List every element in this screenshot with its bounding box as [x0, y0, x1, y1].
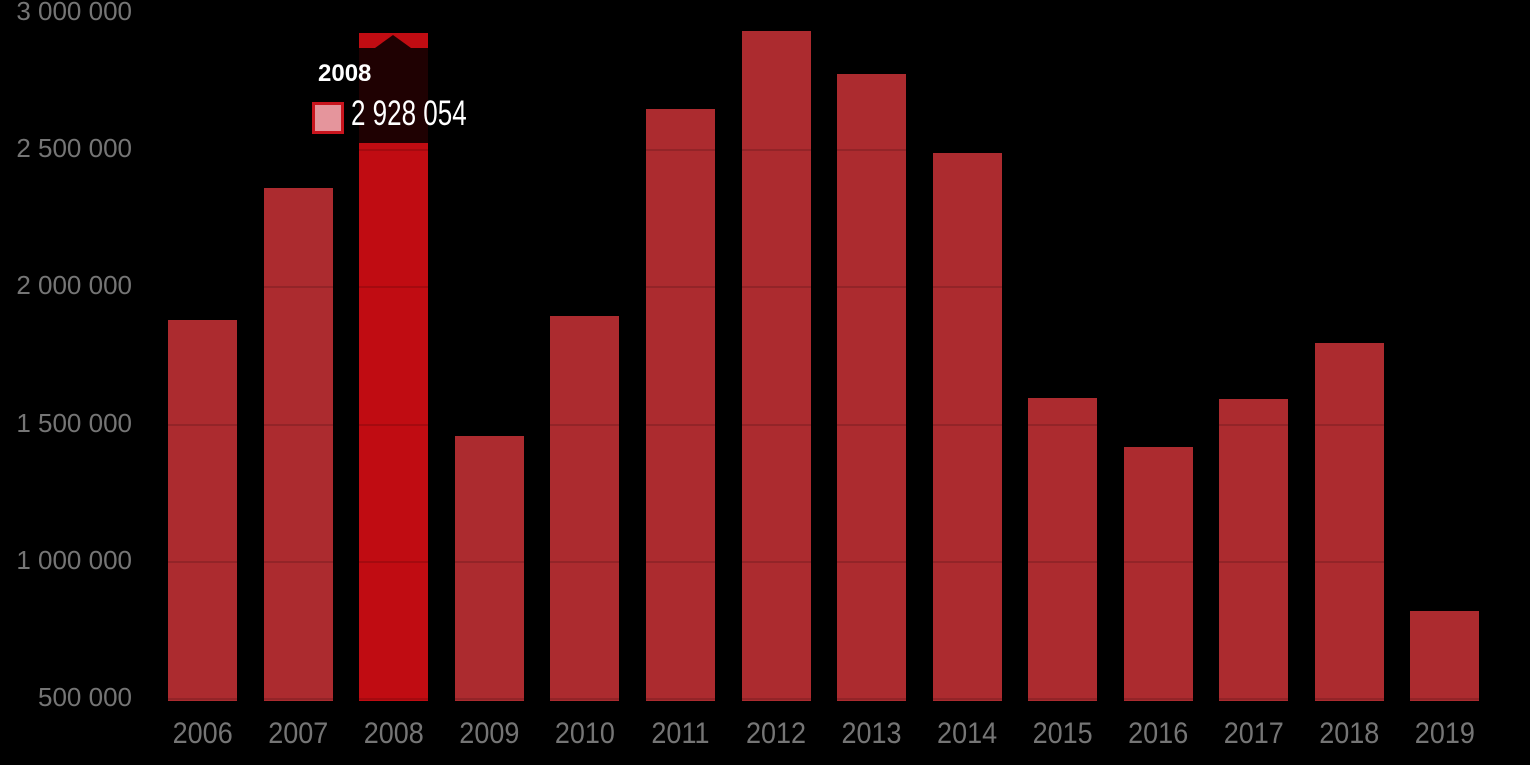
tooltip-arrow-icon	[375, 35, 411, 48]
gridline	[140, 149, 1530, 152]
x-axis-label: 2019	[1414, 716, 1475, 750]
tooltip: 2008 2 928 054	[306, 35, 480, 143]
y-axis-label: 3 000 000	[16, 0, 132, 26]
y-axis-label: 2 500 000	[16, 133, 132, 164]
y-axis-label: 1 500 000	[16, 407, 132, 438]
x-axis-label: 2013	[841, 716, 902, 750]
bar-2012[interactable]	[741, 30, 811, 701]
tooltip-title: 2008	[318, 60, 372, 87]
bar-2013[interactable]	[837, 73, 907, 701]
x-axis-label: 2011	[651, 716, 710, 750]
x-axis-label: 2014	[937, 716, 998, 750]
bar-2011[interactable]	[645, 109, 715, 701]
gridline	[140, 286, 1530, 289]
x-axis-label: 2012	[745, 716, 807, 750]
x-axis-label: 2008	[363, 716, 424, 750]
x-axis-label: 2009	[459, 716, 520, 750]
bar-2006[interactable]	[168, 320, 238, 701]
gridline	[140, 698, 1530, 700]
bar-2015[interactable]	[1028, 397, 1098, 701]
gridline	[140, 560, 1530, 563]
bar-2007[interactable]	[263, 187, 333, 701]
x-axis-label: 2015	[1032, 716, 1093, 750]
bar-2017[interactable]	[1219, 399, 1289, 701]
bar-2010[interactable]	[550, 315, 620, 701]
x-axis-label: 2007	[268, 716, 329, 750]
bar-2016[interactable]	[1123, 447, 1193, 701]
y-axis-label: 500 000	[38, 682, 132, 712]
x-axis-label: 2017	[1223, 716, 1284, 750]
tooltip-value: 2 928 054	[351, 92, 467, 134]
bar-2009[interactable]	[454, 435, 524, 701]
gridline	[140, 423, 1530, 426]
x-axis-label: 2018	[1319, 716, 1380, 750]
x-axis-label: 2016	[1128, 716, 1189, 750]
bar-2008[interactable]	[359, 32, 429, 701]
x-axis-label: 2010	[554, 716, 615, 750]
y-axis-label: 1 000 000	[16, 544, 132, 575]
x-axis-label: 2006	[172, 716, 233, 750]
gridline	[140, 12, 1530, 14]
bar-2018[interactable]	[1314, 343, 1384, 701]
bar-2019[interactable]	[1410, 610, 1480, 701]
series-marker-icon	[312, 102, 344, 134]
bar-2014[interactable]	[932, 153, 1002, 701]
y-axis-label: 2 000 000	[16, 270, 132, 301]
